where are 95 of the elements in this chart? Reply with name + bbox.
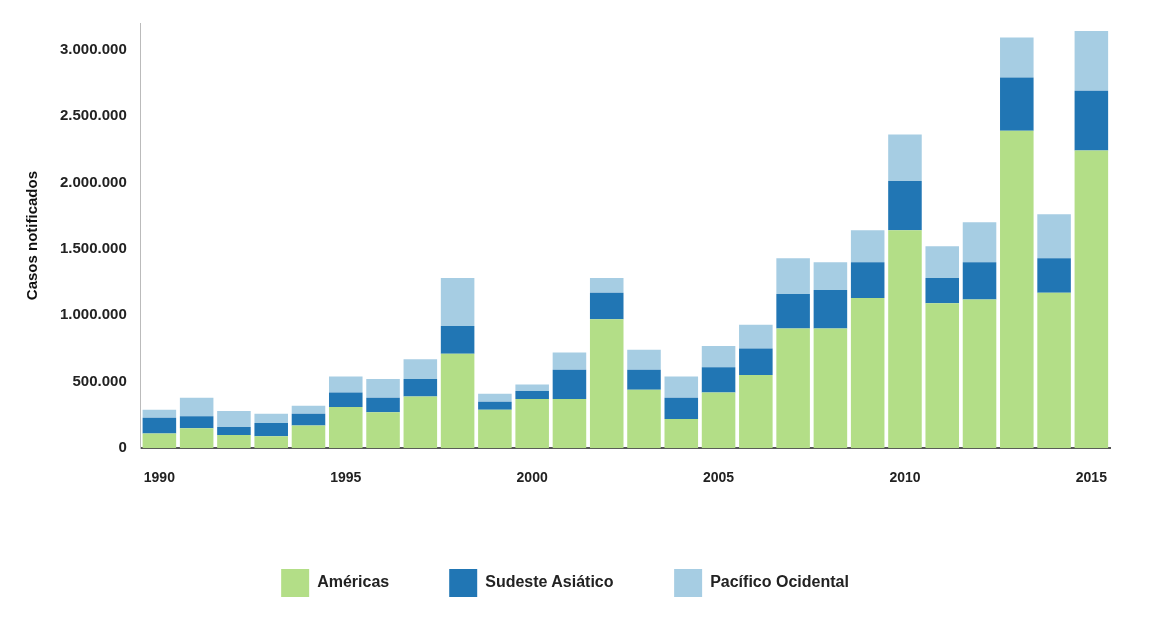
bar bbox=[701, 367, 736, 393]
bar bbox=[664, 397, 699, 419]
bar bbox=[589, 278, 624, 293]
y-tick-label: 2.500.000 bbox=[60, 106, 127, 124]
bar bbox=[1037, 258, 1071, 293]
bar bbox=[589, 319, 624, 449]
bar bbox=[217, 411, 251, 427]
bar bbox=[179, 428, 214, 449]
bar bbox=[701, 345, 736, 368]
bar bbox=[366, 379, 400, 398]
legend-label: Américas bbox=[317, 573, 390, 591]
bar bbox=[627, 389, 661, 449]
x-tick-label: 1990 bbox=[143, 469, 176, 486]
bar bbox=[254, 413, 288, 423]
legend-label: Sudeste Asiático bbox=[485, 573, 614, 591]
bar bbox=[366, 397, 400, 413]
bar bbox=[1074, 150, 1109, 449]
bar bbox=[366, 412, 400, 449]
bar bbox=[962, 299, 997, 449]
x-tick-label: 2005 bbox=[702, 469, 735, 486]
bar bbox=[739, 348, 773, 376]
bar bbox=[627, 349, 661, 370]
bar bbox=[328, 407, 363, 449]
bar bbox=[776, 294, 810, 329]
bar bbox=[142, 433, 177, 449]
bar bbox=[440, 325, 475, 354]
x-tick-label: 2010 bbox=[889, 469, 921, 486]
bar bbox=[888, 230, 922, 449]
y-tick-label: 2.000.000 bbox=[60, 172, 127, 190]
bar bbox=[291, 413, 326, 426]
bar bbox=[850, 262, 885, 299]
bar bbox=[664, 418, 699, 449]
bar bbox=[179, 416, 214, 429]
bar bbox=[888, 181, 922, 231]
bar bbox=[701, 392, 736, 449]
bar bbox=[850, 298, 885, 449]
bar bbox=[813, 328, 848, 449]
bar bbox=[813, 290, 848, 329]
bar bbox=[478, 393, 512, 402]
bar bbox=[925, 246, 960, 279]
bar bbox=[478, 401, 512, 410]
y-axis-title: Casos notificados bbox=[23, 171, 41, 301]
bar bbox=[217, 434, 251, 449]
bar bbox=[962, 262, 997, 300]
bar bbox=[664, 376, 699, 398]
y-tick-label: 500.000 bbox=[72, 371, 127, 389]
bar bbox=[142, 417, 177, 434]
bar bbox=[1000, 130, 1034, 449]
bar bbox=[813, 262, 848, 291]
bar bbox=[1037, 292, 1071, 449]
bar bbox=[440, 278, 475, 326]
y-tick-label: 1.500.000 bbox=[60, 239, 127, 257]
bar bbox=[1000, 77, 1034, 131]
bar bbox=[627, 369, 661, 390]
bar bbox=[515, 384, 549, 392]
bar bbox=[850, 230, 885, 263]
bar bbox=[403, 359, 438, 380]
bar bbox=[962, 222, 997, 263]
bar bbox=[515, 399, 549, 449]
bar bbox=[552, 352, 587, 370]
bar bbox=[776, 328, 810, 449]
bar bbox=[403, 396, 438, 449]
bar bbox=[552, 399, 587, 449]
bar bbox=[739, 375, 773, 449]
bar bbox=[478, 409, 512, 449]
bar bbox=[328, 376, 363, 393]
bar bbox=[217, 426, 251, 435]
bar bbox=[328, 392, 363, 408]
bar bbox=[776, 258, 810, 295]
bar bbox=[888, 134, 922, 182]
bar bbox=[739, 324, 773, 349]
bar bbox=[1074, 30, 1109, 91]
bar bbox=[440, 353, 475, 449]
bar bbox=[515, 391, 549, 400]
bar bbox=[254, 422, 288, 437]
bar bbox=[925, 303, 960, 449]
bar bbox=[254, 436, 288, 449]
bar bbox=[552, 369, 587, 400]
bar bbox=[1074, 90, 1109, 151]
bar bbox=[403, 379, 438, 397]
x-tick-label: 2000 bbox=[516, 469, 548, 486]
bar bbox=[1037, 214, 1071, 259]
bar bbox=[589, 292, 624, 320]
legend-label: Pacífico Ocidental bbox=[710, 573, 849, 591]
bar bbox=[291, 425, 326, 449]
x-tick-label: 2015 bbox=[1075, 469, 1108, 486]
y-tick-label: 1.000.000 bbox=[60, 305, 127, 323]
bar bbox=[1000, 37, 1034, 78]
bar bbox=[179, 397, 214, 417]
bar bbox=[925, 278, 960, 304]
y-tick-label: 3.000.000 bbox=[60, 39, 127, 57]
x-tick-label: 1995 bbox=[330, 469, 362, 486]
bar bbox=[142, 409, 177, 418]
bar bbox=[291, 405, 326, 414]
y-tick-label: 0 bbox=[118, 438, 127, 456]
